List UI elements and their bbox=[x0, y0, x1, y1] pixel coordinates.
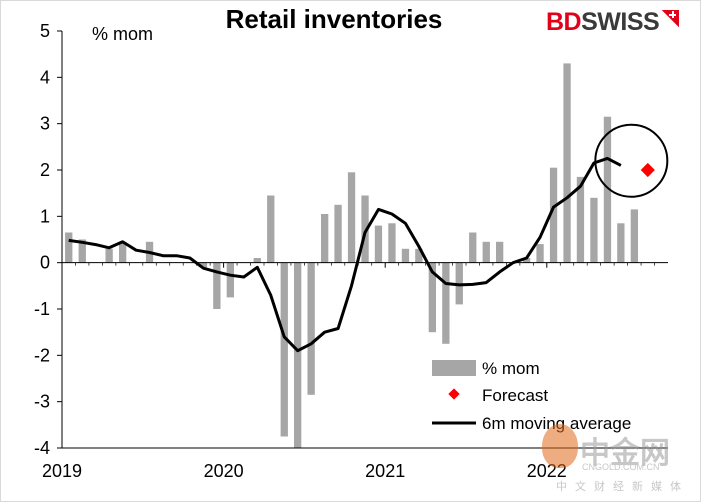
logo-dark-text: SWISS bbox=[581, 8, 660, 36]
bar-2022-07 bbox=[630, 209, 638, 263]
bar-2019-04 bbox=[105, 248, 113, 263]
y-tick-label: -2 bbox=[34, 345, 50, 365]
bar-2021-05 bbox=[442, 262, 450, 344]
bar-2020-06 bbox=[294, 262, 302, 448]
legend-label-line: 6m moving average bbox=[482, 414, 631, 433]
bar-2021-07 bbox=[469, 232, 477, 263]
x-tick-label: 2020 bbox=[204, 461, 244, 481]
bar-2021-11 bbox=[523, 258, 531, 263]
bar-2022-06 bbox=[617, 223, 625, 263]
bar-2020-08 bbox=[321, 214, 329, 263]
bdswiss-logo: BD SWISS bbox=[546, 8, 680, 37]
bar-2020-04 bbox=[267, 195, 275, 263]
bar-2021-04 bbox=[428, 262, 436, 333]
y-tick-label: 4 bbox=[40, 67, 50, 87]
y-tick-label: -1 bbox=[34, 299, 50, 319]
bar-2021-09 bbox=[496, 241, 504, 263]
bar-2022-05 bbox=[603, 116, 612, 263]
x-tick-label: 2022 bbox=[527, 461, 567, 481]
bar-2019-01 bbox=[65, 232, 73, 263]
y-tick-label: 3 bbox=[40, 114, 50, 134]
bar-2021-02 bbox=[401, 248, 410, 263]
chart-title: Retail inventories bbox=[225, 4, 443, 34]
y-tick-label: 0 bbox=[40, 253, 50, 273]
bar-2021-08 bbox=[482, 241, 490, 263]
bar-2022-03 bbox=[576, 176, 585, 263]
legend-label-forecast: Forecast bbox=[482, 386, 548, 405]
bar-2020-03 bbox=[253, 258, 261, 263]
logo-red-text: BD bbox=[546, 8, 582, 36]
bar-2020-05 bbox=[280, 262, 288, 437]
bar-2022-04 bbox=[590, 197, 598, 263]
bar-2020-07 bbox=[307, 262, 315, 395]
bar-2021-01 bbox=[388, 223, 396, 263]
legend-swatch-bar bbox=[432, 360, 476, 376]
bar-2020-10 bbox=[347, 172, 356, 263]
legend-swatch-forecast bbox=[448, 388, 460, 400]
bar-2019-05 bbox=[119, 241, 127, 263]
swiss-cross-icon bbox=[661, 9, 680, 28]
y-axis-label: % mom bbox=[92, 24, 154, 44]
bar-2022-01 bbox=[549, 167, 558, 263]
bar-2022-02 bbox=[563, 63, 571, 263]
y-tick-label: -4 bbox=[34, 438, 50, 458]
bar-2021-12 bbox=[536, 244, 544, 263]
bar-2020-12 bbox=[374, 225, 383, 263]
x-tick-label: 2021 bbox=[365, 461, 405, 481]
bar-2019-02 bbox=[78, 239, 86, 263]
forecast-point bbox=[640, 162, 655, 178]
bar-2019-12 bbox=[213, 262, 221, 309]
legend-label-bar: % mom bbox=[482, 359, 540, 378]
annotation-circle bbox=[594, 123, 669, 198]
y-tick-label: 5 bbox=[40, 21, 50, 41]
moving-average-line bbox=[68, 156, 622, 353]
bar-2020-01 bbox=[226, 262, 234, 298]
bar-2021-03 bbox=[415, 248, 423, 263]
y-tick-label: 1 bbox=[40, 206, 50, 226]
y-tick-label: -3 bbox=[34, 392, 50, 412]
y-tick-label: 2 bbox=[40, 160, 50, 180]
x-tick-label: 2019 bbox=[42, 461, 82, 481]
bar-2019-11 bbox=[199, 262, 208, 268]
bar-2020-11 bbox=[361, 195, 369, 263]
bar-2020-09 bbox=[334, 204, 342, 263]
